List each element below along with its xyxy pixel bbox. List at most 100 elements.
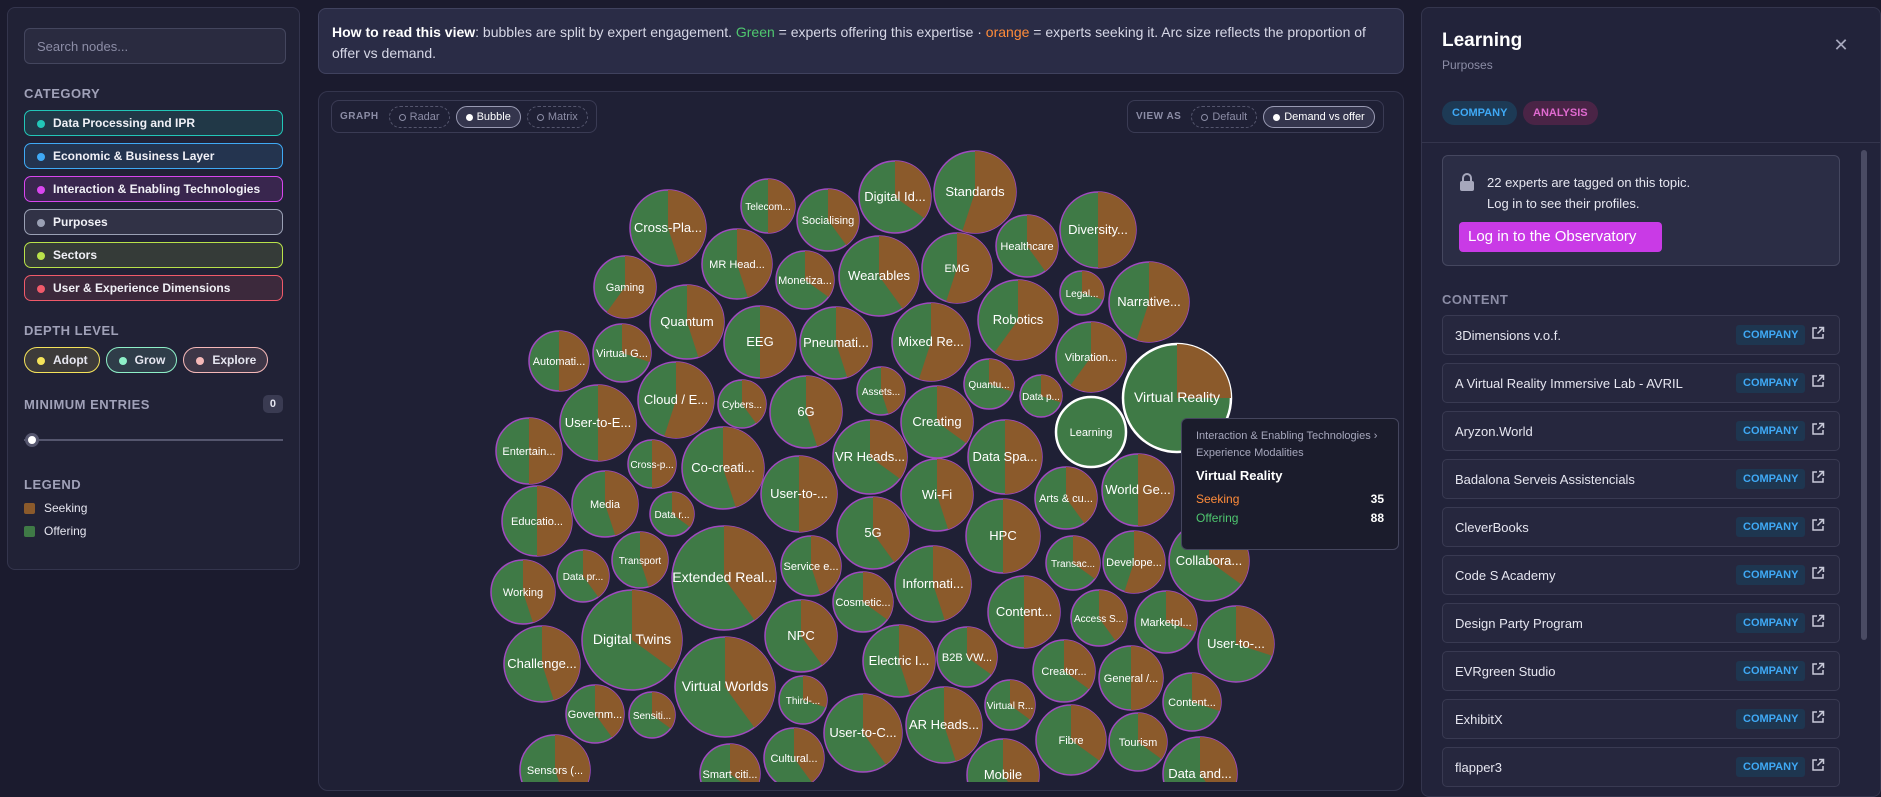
bubble-node[interactable]: Standards (933, 150, 1017, 234)
bubble-node[interactable]: Cosmetic... (832, 571, 894, 633)
category-filter-0[interactable]: Data Processing and IPR (24, 110, 283, 136)
graph-type-option-0[interactable]: Radar (388, 105, 450, 128)
view-as-option-1[interactable]: Demand vs offer (1263, 105, 1375, 128)
bubble-node[interactable]: Mixed Re... (891, 302, 971, 382)
category-filter-2[interactable]: Interaction & Enabling Technologies (24, 176, 283, 202)
content-item[interactable]: Code S Academy COMPANY (1442, 555, 1840, 595)
bubble-node[interactable]: User-to-C... (823, 693, 903, 773)
external-link-icon[interactable] (1811, 710, 1825, 724)
bubble-node[interactable]: Extended Real... (671, 525, 777, 631)
bubble-node[interactable]: Transac... (1045, 535, 1101, 591)
min-entries-slider[interactable] (24, 433, 283, 447)
bubble-node[interactable]: Wearables (838, 235, 920, 317)
bubble-node[interactable]: Tourism (1108, 712, 1168, 772)
bubble-node[interactable]: Media (571, 470, 639, 538)
bubble-node[interactable]: Vibration... (1055, 321, 1127, 393)
bubble-node[interactable]: General /... (1098, 645, 1164, 711)
content-item[interactable]: 3Dimensions v.o.f. COMPANY (1442, 315, 1840, 355)
external-link-icon[interactable] (1811, 326, 1825, 340)
external-link-icon[interactable] (1811, 422, 1825, 436)
bubble-node[interactable]: Educatio... (501, 485, 573, 557)
bubble-node[interactable]: World Ge... (1101, 453, 1175, 527)
bubble-node[interactable]: Cloud / E... (637, 361, 715, 439)
bubble-node[interactable]: Sensors (... (519, 734, 591, 782)
bubble-node[interactable]: 5G (836, 496, 910, 570)
view-as-option-0[interactable]: Default (1191, 105, 1258, 128)
bubble-node[interactable]: Co-creati... (681, 426, 765, 510)
bubble-node[interactable]: Cybers... (717, 379, 767, 429)
bubble-node[interactable]: Data p... (1019, 374, 1063, 418)
bubble-node[interactable]: Cross-Pla... (629, 189, 707, 267)
bubble-node[interactable]: Arts & cu... (1034, 466, 1098, 530)
bubble-node[interactable]: Challenge... (503, 625, 581, 703)
bubble-node[interactable]: B2B VW... (936, 626, 998, 688)
bubble-node[interactable]: Marketpl... (1134, 590, 1198, 654)
bubble-node[interactable]: Entertain... (495, 417, 563, 485)
bubble-node[interactable]: Service e... (780, 535, 842, 597)
bubble-node[interactable]: Digital Id... (858, 160, 932, 234)
tag-analysis[interactable]: ANALYSIS (1523, 101, 1598, 125)
content-item[interactable]: EVRgreen Studio COMPANY (1442, 651, 1840, 691)
bubble-node[interactable]: Virtual Worlds (674, 636, 776, 738)
external-link-icon[interactable] (1811, 518, 1825, 532)
bubble-node[interactable]: HPC (965, 498, 1041, 574)
content-item[interactable]: A Virtual Reality Immersive Lab - AVRIL C… (1442, 363, 1840, 403)
bubble-node[interactable]: Telecom... (740, 178, 796, 234)
bubble-node[interactable]: MR Head... (701, 228, 773, 300)
bubble-node[interactable]: Legal... (1059, 270, 1105, 316)
bubble-node[interactable]: Learning (1054, 395, 1128, 469)
bubble-node[interactable]: Electric I... (862, 624, 936, 698)
bubble-node[interactable]: Automati... (528, 330, 590, 392)
external-link-icon[interactable] (1811, 614, 1825, 628)
content-item[interactable]: Aryzon.World COMPANY (1442, 411, 1840, 451)
external-link-icon[interactable] (1811, 566, 1825, 580)
login-button[interactable]: Log in to the Observatory (1459, 222, 1662, 252)
content-item[interactable]: ExhibitX COMPANY (1442, 699, 1840, 739)
bubble-node[interactable]: Data and... (1162, 736, 1238, 782)
bubble-node[interactable]: Data pr... (556, 549, 610, 603)
external-link-icon[interactable] (1811, 662, 1825, 676)
bubble-node[interactable]: VR Heads... (832, 419, 908, 495)
bubble-node[interactable]: Working (490, 559, 556, 625)
content-item[interactable]: CleverBooks COMPANY (1442, 507, 1840, 547)
bubble-node[interactable]: Monetiza... (775, 250, 835, 310)
bubble-node[interactable]: Content... (987, 575, 1061, 649)
bubble-node[interactable]: Informati... (894, 545, 972, 623)
bubble-node[interactable]: Cultural... (763, 727, 825, 782)
panel-scrollbar[interactable] (1861, 150, 1867, 640)
bubble-node[interactable]: Data r... (649, 491, 695, 537)
bubble-node[interactable]: Third-... (778, 675, 828, 725)
external-link-icon[interactable] (1811, 374, 1825, 388)
bubble-node[interactable]: User-to-... (1197, 605, 1275, 683)
bubble-node[interactable]: Socialising (796, 188, 860, 252)
bubble-node[interactable]: Pneumati... (799, 306, 873, 380)
bubble-node[interactable]: Transport (611, 531, 669, 589)
bubble-node[interactable]: Gaming (593, 255, 657, 319)
bubble-node[interactable]: Narrative... (1108, 261, 1190, 343)
search-input[interactable]: Search nodes... (24, 28, 286, 64)
content-item[interactable]: flapper3 COMPANY (1442, 747, 1840, 787)
depth-filter-2[interactable]: Explore (183, 347, 269, 373)
external-link-icon[interactable] (1811, 470, 1825, 484)
category-filter-5[interactable]: User & Experience Dimensions (24, 275, 283, 301)
depth-filter-1[interactable]: Grow (105, 347, 178, 373)
category-filter-3[interactable]: Purposes (24, 209, 283, 235)
depth-filter-0[interactable]: Adopt (24, 347, 100, 373)
bubble-node[interactable]: Creator... (1032, 639, 1096, 703)
bubble-node[interactable]: Content... (1162, 672, 1222, 732)
bubble-node[interactable]: 6G (769, 375, 843, 449)
bubble-node[interactable]: Diversity... (1059, 191, 1137, 269)
close-icon[interactable]: ✕ (1833, 35, 1849, 55)
bubble-node[interactable]: Digital Twins (581, 589, 683, 691)
bubble-node[interactable]: Develope... (1102, 530, 1166, 594)
bubble-node[interactable]: User-to-E... (559, 384, 637, 462)
bubble-node[interactable]: Assets... (856, 366, 906, 416)
content-item[interactable]: Badalona Serveis Assistencials COMPANY (1442, 459, 1840, 499)
bubble-node[interactable]: AR Heads... (905, 686, 983, 764)
tag-company[interactable]: COMPANY (1442, 101, 1518, 125)
bubble-node[interactable]: Wi-Fi (900, 458, 974, 532)
bubble-node[interactable]: Fibre (1035, 704, 1107, 776)
bubble-node[interactable]: Quantum (649, 284, 725, 360)
bubble-node[interactable]: User-to-... (760, 455, 838, 533)
bubble-node[interactable]: NPC (764, 599, 838, 673)
